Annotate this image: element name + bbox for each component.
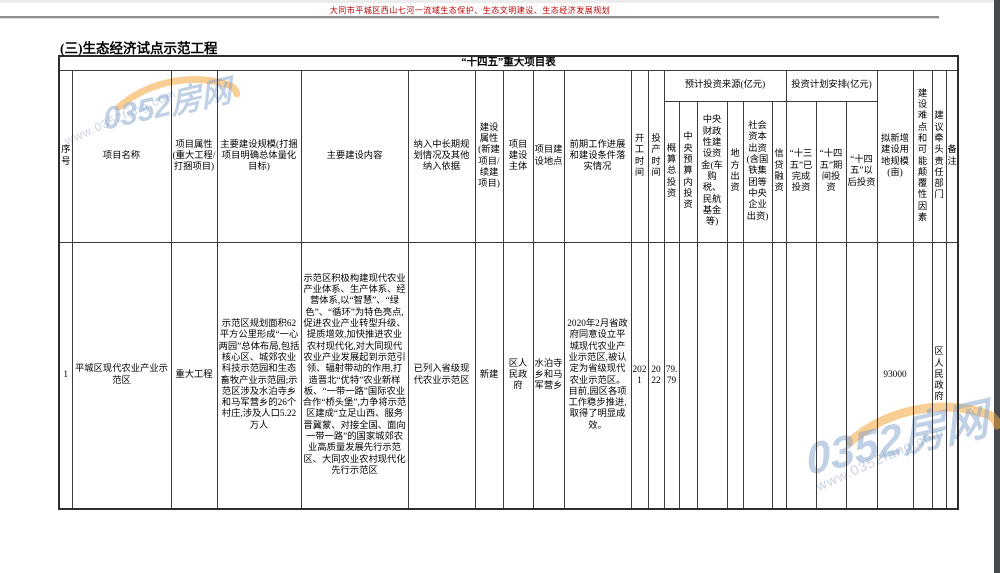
cell-index: 1 xyxy=(58,242,73,510)
viewer-top-edge xyxy=(0,0,1000,3)
cell-construction-scale: 示范区规划面积62平方公里形成“一心两园”总体布局,包括核心区、城郊农业科技示范… xyxy=(216,242,302,510)
cell-project-attribute: 重大工程 xyxy=(170,242,218,510)
col-header-14th-fyp-investment: “十四五”期间投资 xyxy=(815,101,847,243)
col-header-plan-inclusion: 纳入中长期规划情况及其他纳入依据 xyxy=(407,70,476,243)
table-row: 1 平城区现代农业产业示范区 重大工程 示范区规划面积62平方公里形成“一心两园… xyxy=(58,242,959,510)
cell-build-attribute: 新建 xyxy=(474,242,504,510)
col-header-social-capital: 社会资本出资(含国铁集团等中央企业出资) xyxy=(742,101,773,243)
section-title: (三)生态经济试点示范工程 xyxy=(60,41,218,56)
col-header-central-budget: 中央预算内投资 xyxy=(678,101,698,243)
col-header-construction-scale: 主要建设规模(打捆项目明确总体量化目标) xyxy=(216,70,302,243)
viewer-right-edge xyxy=(994,0,1000,573)
col-header-total-estimate: 概算总投资 xyxy=(663,101,680,243)
col-header-project-attribute: 项目属性(重大工程/打捆项目) xyxy=(170,70,218,243)
group-header-investment-plan: 投资计划安排(亿元) xyxy=(785,70,878,102)
cell-build-entity: 区人民政府 xyxy=(502,242,534,510)
cell-preliminary-work: 2020年2月省政府同意设立平城现代农业产业示范区,被认定为省级现代农业示范区。… xyxy=(563,242,632,510)
col-header-start-time: 开工时间 xyxy=(630,70,649,243)
cell-production-time: 2022 xyxy=(647,242,665,510)
cell-start-time: 2021 xyxy=(630,242,649,510)
cell-13th-fyp-completed xyxy=(785,242,817,510)
header-divider-line xyxy=(0,16,939,19)
col-header-local-funding: 地方出资 xyxy=(726,101,744,243)
col-header-index: 序号 xyxy=(58,70,73,243)
cell-lead-department: 区人民政府 xyxy=(931,242,947,510)
cell-central-fiscal-funds xyxy=(696,242,728,510)
col-header-post-14th-fyp: “十四五”以后投资 xyxy=(845,101,878,243)
cell-difficulties xyxy=(912,242,933,510)
group-header-investment-sources: 预计投资来源(亿元) xyxy=(663,70,787,102)
col-header-build-location: 项目建设地点 xyxy=(532,70,565,243)
cell-new-land-scale: 93000 xyxy=(876,242,914,510)
cell-build-location: 水泊寺乡和马军营乡 xyxy=(532,242,565,510)
col-header-project-name: 项目名称 xyxy=(71,70,172,243)
col-header-preliminary-work: 前期工作进展和建设条件落实情况 xyxy=(563,70,632,243)
cell-project-name: 平城区现代农业产业示范区 xyxy=(71,242,172,510)
col-header-build-entity: 项目建设主体 xyxy=(502,70,534,243)
cell-central-budget xyxy=(678,242,698,510)
col-header-central-fiscal-funds: 中央财政性建设资金(车购税、民航基金等) xyxy=(696,101,728,243)
col-header-lead-department: 建议牵头责任部门 xyxy=(931,70,947,243)
col-header-new-land-scale: 拟新增建设用地规模(亩) xyxy=(876,70,914,243)
col-header-13th-fyp-completed: “十三五”已完成投资 xyxy=(785,101,817,243)
col-header-credit-financing: 信贷融资 xyxy=(771,101,787,243)
col-header-remarks: 备注 xyxy=(945,70,959,243)
cell-remarks xyxy=(945,242,959,510)
cell-14th-fyp-investment xyxy=(815,242,847,510)
table-title: “十四五”重大项目表 xyxy=(58,55,959,71)
col-header-build-attribute: 建设属性(新建项目/续建项目) xyxy=(474,70,504,243)
major-projects-table: “十四五”重大项目表 序号 项目名称 项目属性(重大工程/打捆项目) 主要建设规… xyxy=(58,55,960,510)
cell-plan-inclusion: 已列入省级现代农业示范区 xyxy=(407,242,476,510)
col-header-construction-content: 主要建设内容 xyxy=(300,70,409,243)
col-header-production-time: 投产时间 xyxy=(647,70,665,243)
cell-social-capital xyxy=(742,242,773,510)
cell-credit-financing xyxy=(771,242,787,510)
cell-total-estimate: 79.79 xyxy=(663,242,680,510)
col-header-difficulties: 建设难点和可能颠覆性因素 xyxy=(912,70,933,243)
cell-post-14th-fyp xyxy=(845,242,878,510)
document-running-header: 大同市平城区西山七河一流域生态保护、生态文明建设、生态经济发展规划 xyxy=(329,6,611,15)
cell-construction-content: 示范区积极构建现代农业产业体系、生产体系、经营体系,以“智慧”、“绿色”、“循环… xyxy=(300,242,409,510)
cell-local-funding xyxy=(726,242,744,510)
